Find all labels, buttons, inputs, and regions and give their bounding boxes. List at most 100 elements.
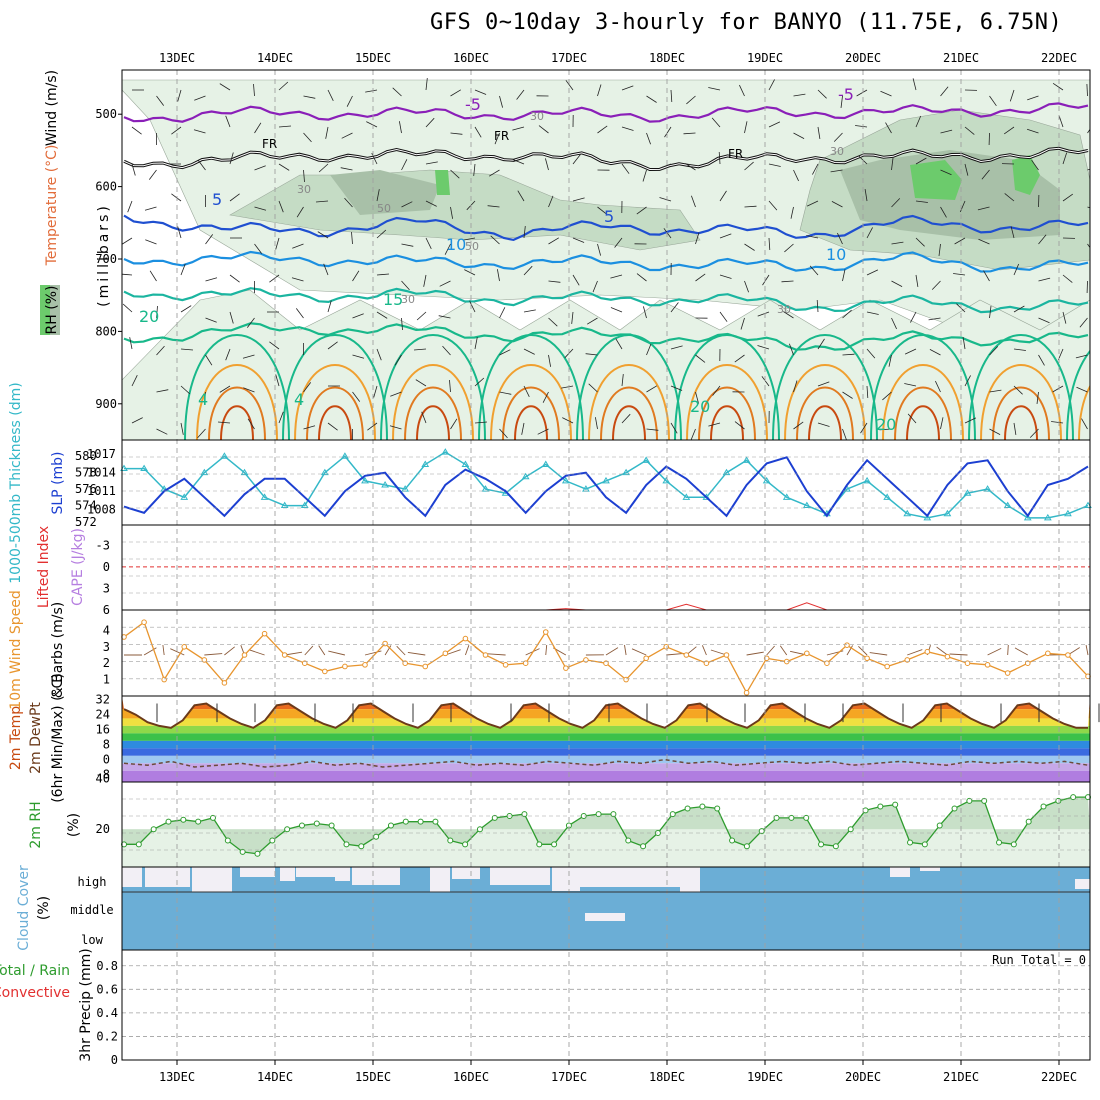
wind-barb-10m <box>396 645 406 656</box>
temp-band <box>122 733 1090 741</box>
wind-point <box>824 660 830 667</box>
wind-barb <box>1052 82 1064 91</box>
wind-barb <box>327 341 338 350</box>
rh-point <box>921 841 928 848</box>
wind-barb <box>275 237 280 250</box>
isotherm-25 <box>1078 384 1090 440</box>
wind-barb <box>646 343 652 356</box>
isotherm-25 <box>784 364 866 440</box>
slp-tick-label: 1014 <box>87 466 116 480</box>
wind-barb <box>928 317 941 321</box>
isotherm-25 <box>992 386 1050 440</box>
thickness-point <box>180 493 189 500</box>
wind-barb <box>670 302 679 313</box>
rh-point <box>996 839 1003 846</box>
wind-barb <box>809 265 819 276</box>
cloud-level-label: middle <box>70 903 113 917</box>
rh-point <box>462 841 469 848</box>
temp-tick-label: 40 <box>96 771 110 785</box>
legend-precip: 3hr Precip (mm) <box>78 948 94 1061</box>
wind-barb <box>473 163 476 176</box>
date-label-top: 20DEC <box>845 51 881 65</box>
wind-barb <box>761 376 770 387</box>
wind-speed-line <box>123 621 1089 695</box>
wind-barb <box>719 233 732 239</box>
wind-barb <box>1027 95 1039 101</box>
wind-barb <box>708 87 721 91</box>
wind-barb <box>915 200 928 203</box>
rh-point <box>699 803 706 810</box>
wind-barb <box>180 305 192 313</box>
isotherm-label: 10 <box>826 245 846 264</box>
wind-barb <box>254 243 263 254</box>
cloud-gap <box>122 867 142 887</box>
wind-barb <box>1009 89 1015 102</box>
temp-tick-label: 8 <box>103 738 110 752</box>
wind-barb <box>156 389 169 393</box>
rh-point <box>640 843 647 850</box>
wind-barb-10m <box>487 653 506 656</box>
thickness-point <box>461 460 470 467</box>
wind-barb <box>659 197 672 202</box>
isotherm-25 <box>882 364 964 440</box>
cloud-gap <box>490 867 550 885</box>
wind-barb <box>278 163 290 171</box>
wind-barb <box>352 270 360 282</box>
wind-barb <box>695 232 700 245</box>
date-label-top: 18DEC <box>649 51 685 65</box>
wind-barb <box>762 274 770 286</box>
wind-barb <box>1013 422 1017 435</box>
wind-barb <box>1062 311 1067 324</box>
wind-barb <box>425 237 432 249</box>
thickness-point <box>240 468 249 476</box>
wind-barb <box>833 132 843 142</box>
temp-band <box>122 755 1090 764</box>
wind-barb <box>1079 317 1088 328</box>
date-label-bottom: 17DEC <box>551 1070 587 1084</box>
wind-barb <box>806 235 819 239</box>
wind-barb <box>425 161 438 165</box>
wind-barb <box>719 190 727 202</box>
wind-point <box>904 657 911 663</box>
wind-barb <box>450 89 462 97</box>
wind-barb <box>784 243 794 253</box>
wind-barb <box>711 117 721 128</box>
wind-barb <box>978 238 990 245</box>
wind-barb <box>542 391 549 403</box>
wind-barb <box>915 274 919 287</box>
wind-barb <box>243 387 255 393</box>
wind-barb <box>194 95 206 101</box>
temp-band <box>122 709 1090 719</box>
wind-barb <box>940 86 949 97</box>
rh-point <box>595 811 602 818</box>
wind-barb <box>389 425 402 430</box>
rh-point <box>1040 803 1047 810</box>
wind-point <box>944 653 951 660</box>
legend-lifted: Lifted Index <box>36 526 52 608</box>
isotherm-5 <box>123 214 1089 242</box>
isotherm-20-loop <box>184 334 290 440</box>
wind-barb <box>295 308 304 319</box>
wind-barb <box>562 417 574 424</box>
wind-barb <box>376 229 387 239</box>
wind-barb <box>247 418 255 430</box>
isotherm-20-loop <box>478 334 584 440</box>
wind-barb <box>610 274 623 279</box>
rh-point <box>150 826 157 833</box>
wind-barb <box>1038 234 1047 245</box>
rh-point <box>328 822 335 829</box>
thickness-point <box>280 501 289 509</box>
wind-barb-10m <box>1007 644 1009 656</box>
rh-point <box>714 805 721 812</box>
wind-point <box>683 652 690 658</box>
wind-barb <box>812 163 819 175</box>
wind-tick-label: 3 <box>103 640 110 654</box>
wind-barb <box>390 391 402 397</box>
isotherm-25 <box>392 364 474 440</box>
isotherm-25 <box>1091 388 1100 441</box>
wind-barb <box>572 197 585 202</box>
cloud-gap-mid <box>585 913 625 921</box>
thickness-point <box>561 476 570 484</box>
thickness-point <box>642 456 651 463</box>
wind-point <box>844 642 850 648</box>
